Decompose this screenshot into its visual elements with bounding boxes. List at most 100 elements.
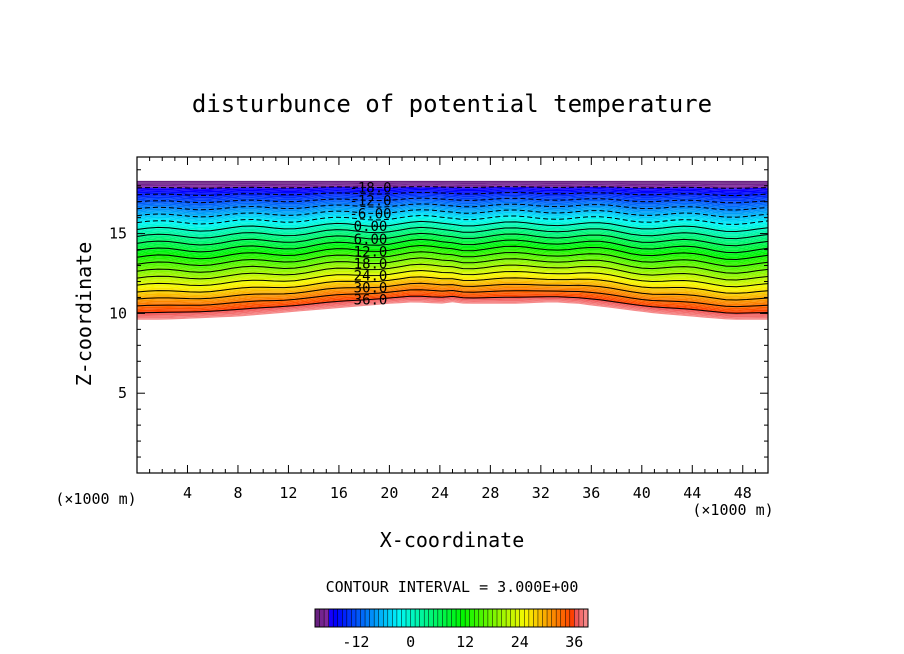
y-axis-label: Z-coordinate xyxy=(72,242,96,387)
colorbar-cell xyxy=(365,609,370,627)
contour-band xyxy=(137,225,768,238)
colorbar-cell xyxy=(560,609,566,627)
contour-band xyxy=(137,214,768,225)
contour-band xyxy=(137,232,768,246)
x-tick-label: 32 xyxy=(532,484,550,502)
x-axis-ticks: 4 8 12 16 20 24 28 32 36 40 44 48 xyxy=(149,157,756,502)
colorbar-cell xyxy=(537,609,543,627)
contour-band xyxy=(137,249,768,265)
y-axis-ticks: 5 10 15 xyxy=(109,169,768,458)
contour-band xyxy=(137,180,768,183)
colorbar-cell xyxy=(401,609,407,627)
x-tick-label: 12 xyxy=(279,484,297,502)
colorbar-cell xyxy=(533,609,539,627)
contour-label: 36.0 xyxy=(354,293,388,309)
contour-band xyxy=(137,283,768,302)
colorbar-cell xyxy=(324,609,329,627)
contour-band xyxy=(137,197,768,203)
contour-line xyxy=(137,295,768,314)
colorbar-cell xyxy=(374,609,379,627)
contour-line xyxy=(137,209,768,218)
contour-band xyxy=(137,182,768,184)
colorbar-tick-label: 0 xyxy=(406,633,415,651)
contour-label: 18.0 xyxy=(354,257,388,273)
contour-labels: -18.0-12.0-6.000.006.0012.018.024.030.03… xyxy=(349,181,391,309)
contour-line xyxy=(137,220,768,233)
x-tick-label: 24 xyxy=(431,484,449,502)
contour-band xyxy=(137,284,768,303)
contour-band xyxy=(137,195,768,202)
colorbar-cell xyxy=(583,609,589,627)
colorbar-cell xyxy=(442,609,448,627)
contour-band xyxy=(137,250,768,267)
contour-band xyxy=(137,213,768,223)
contour-line xyxy=(137,197,768,204)
contour-band xyxy=(137,285,768,304)
contour-label: 24.0 xyxy=(354,269,388,285)
contour-label: 30.0 xyxy=(354,281,388,297)
contour-band xyxy=(137,200,768,208)
x-tick-label: 40 xyxy=(633,484,651,502)
colorbar-cell xyxy=(333,609,339,627)
contour-band xyxy=(137,301,768,320)
contour-band xyxy=(137,201,768,209)
contour-line xyxy=(137,244,768,261)
x-tick-label: 16 xyxy=(330,484,348,502)
contour-band xyxy=(137,240,768,256)
contour-band xyxy=(137,278,768,296)
colorbar-cell xyxy=(483,609,489,627)
colorbar-cell xyxy=(510,609,516,627)
contour-band xyxy=(137,244,768,260)
colorbar-cell xyxy=(465,609,470,627)
colorbar-cell xyxy=(574,609,580,627)
contour-band xyxy=(137,217,768,229)
contour-band xyxy=(137,265,768,283)
contour-band xyxy=(137,222,768,235)
colorbar-cell xyxy=(415,609,420,627)
contour-band xyxy=(137,193,768,199)
colorbar-cell xyxy=(547,609,552,627)
contour-band xyxy=(137,268,768,286)
contour-label: 12.0 xyxy=(354,244,388,260)
colorbar-cell xyxy=(351,609,357,627)
colorbar-cell xyxy=(419,609,425,627)
contour-band xyxy=(137,210,768,221)
colorbar-cell xyxy=(355,609,361,627)
colorbar-cell xyxy=(492,609,498,627)
contour-band xyxy=(137,279,768,298)
colorbar-cell xyxy=(392,609,398,627)
contour-band xyxy=(137,231,768,245)
colorbar-cell xyxy=(315,609,320,627)
contour-line xyxy=(137,203,768,211)
colorbar-cell xyxy=(360,609,366,627)
contour-band xyxy=(137,183,768,186)
colorbar-cell xyxy=(515,609,521,627)
colorbar: -12 0 12 24 36 xyxy=(314,608,589,651)
contour-line xyxy=(137,232,768,247)
contour-band xyxy=(137,293,768,312)
contour-line xyxy=(137,191,768,196)
x-tick-label: 20 xyxy=(380,484,398,502)
contour-band xyxy=(137,261,768,279)
colorbar-cell xyxy=(369,609,375,627)
colorbar-cell xyxy=(456,609,461,627)
contour-band xyxy=(137,235,768,250)
colorbar-cell xyxy=(378,609,384,627)
contour-label: 0.00 xyxy=(354,219,388,235)
contour-band xyxy=(137,241,768,257)
contour-band xyxy=(137,187,768,192)
colorbar-cell xyxy=(383,609,389,627)
colorbar-cell xyxy=(469,609,475,627)
contour-label: -6.00 xyxy=(349,206,391,222)
contour-label: 6.00 xyxy=(354,232,388,248)
colorbar-tick-label: 12 xyxy=(456,633,474,651)
colorbar-cell xyxy=(460,609,466,627)
colorbar-cell xyxy=(446,609,452,627)
y-unit-label: (×1000 m) xyxy=(55,490,136,508)
contour-line xyxy=(137,269,768,288)
contour-line xyxy=(137,257,768,274)
contour-band xyxy=(137,274,768,292)
colorbar-cell xyxy=(487,609,493,627)
contour-line xyxy=(137,226,768,240)
